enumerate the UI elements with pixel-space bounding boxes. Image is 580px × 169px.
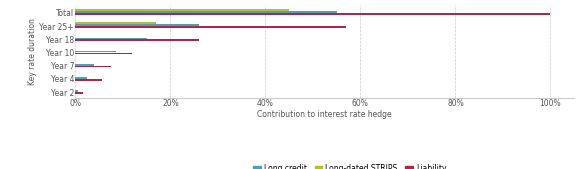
Bar <box>75 90 78 92</box>
Bar <box>75 9 289 11</box>
Bar <box>75 64 95 66</box>
Bar <box>75 77 87 79</box>
Bar <box>75 22 156 24</box>
Bar <box>75 79 102 81</box>
Y-axis label: Key rate duration: Key rate duration <box>28 18 37 85</box>
Bar <box>75 26 346 28</box>
Bar <box>75 13 550 15</box>
Bar <box>75 92 82 94</box>
Bar <box>75 66 111 67</box>
Bar <box>75 51 116 52</box>
Bar <box>75 53 132 54</box>
Legend: Long credit, Long-dated STRIPS, Liability: Long credit, Long-dated STRIPS, Liabilit… <box>250 161 450 169</box>
Bar <box>75 11 336 13</box>
Bar <box>75 24 199 26</box>
Bar <box>75 38 147 39</box>
X-axis label: Contribution to interest rate hedge: Contribution to interest rate hedge <box>258 110 392 119</box>
Bar <box>75 39 199 41</box>
